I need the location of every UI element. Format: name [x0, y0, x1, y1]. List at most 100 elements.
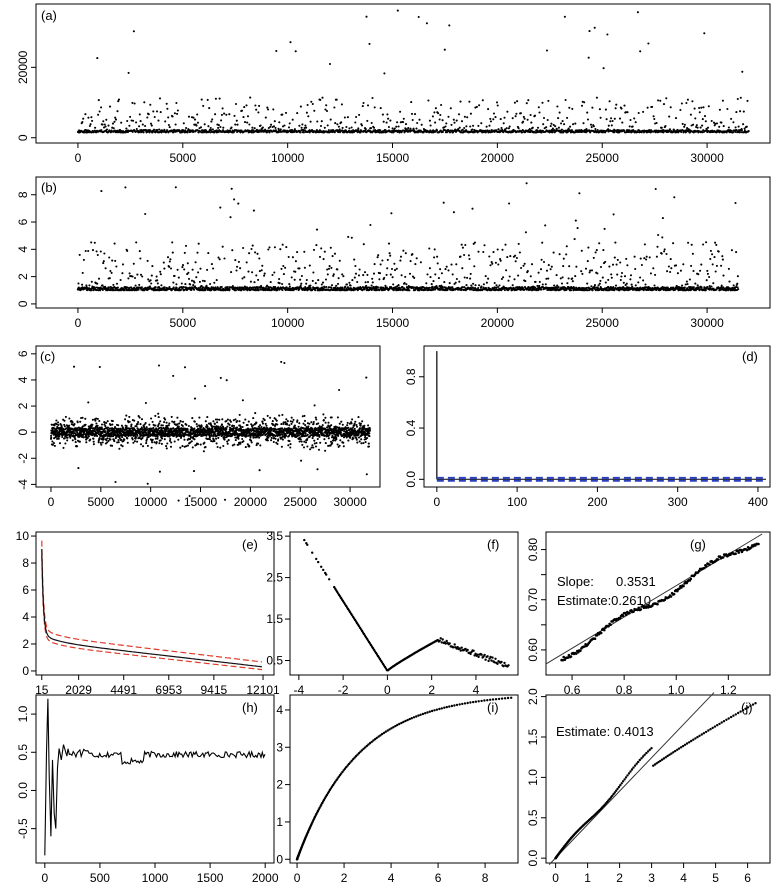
data-point: [634, 121, 637, 124]
data-point: [640, 263, 643, 267]
data-point: [159, 111, 162, 114]
data-point: [713, 256, 716, 259]
data-point: [438, 118, 441, 121]
data-point: [146, 444, 149, 447]
data-point: [459, 100, 462, 103]
data-point: [736, 286, 739, 289]
data-point: [89, 123, 92, 126]
data-point: [489, 264, 492, 267]
data-point: [68, 417, 71, 420]
data-point: [320, 120, 323, 123]
data-point: [333, 252, 337, 255]
data-point: [624, 111, 628, 114]
data-point: [146, 259, 149, 262]
data-point: [415, 257, 418, 260]
data-point: [149, 103, 152, 106]
data-point: [522, 264, 525, 267]
data-point: [434, 107, 437, 110]
data-point: [698, 106, 701, 110]
data-point: [270, 123, 273, 126]
data-point: [428, 267, 431, 270]
data-point: [336, 123, 339, 126]
data-point: [629, 274, 633, 277]
data-point: [159, 270, 162, 273]
data-point: [189, 283, 192, 286]
data-point: [681, 284, 684, 287]
data-point: [706, 126, 710, 129]
data-point: [636, 131, 639, 134]
data-point: [655, 255, 658, 258]
data-point: [366, 119, 369, 122]
data-point: [672, 242, 675, 245]
data-point: [133, 276, 137, 280]
data-point: [341, 129, 344, 132]
data-point: [541, 241, 544, 244]
data-point: [210, 263, 213, 266]
data-point: [118, 447, 121, 450]
data-point: [589, 269, 592, 272]
data-point: [622, 281, 625, 284]
data-point: [732, 284, 735, 287]
data-point: [405, 283, 408, 286]
data-point: [298, 124, 301, 127]
data-point: [254, 251, 257, 254]
data-point: [743, 127, 746, 130]
data-point: [222, 126, 225, 129]
data-point: [626, 111, 629, 114]
data-point: [106, 437, 109, 440]
data-point: [100, 423, 104, 426]
data-point: [102, 436, 105, 439]
data-point: [158, 470, 161, 473]
data-point: [114, 116, 117, 119]
data-point: [187, 277, 191, 280]
data-point: [613, 289, 616, 292]
data-point: [411, 253, 414, 256]
data-point: [328, 62, 332, 66]
data-point: [61, 435, 64, 439]
data-point: [325, 285, 328, 289]
data-point: [191, 268, 194, 271]
data-point: [492, 112, 496, 115]
data-point: [356, 131, 359, 134]
data-point: [315, 228, 319, 231]
data-point: [431, 115, 434, 118]
data-point: [365, 15, 368, 18]
data-point: [154, 286, 157, 289]
data-point: [619, 261, 622, 264]
data-point: [150, 124, 153, 127]
data-point: [152, 427, 155, 430]
data-point: [267, 108, 270, 111]
panel-b-points: [76, 182, 740, 292]
data-point: [259, 288, 262, 291]
y-tick-label: 8: [16, 191, 30, 198]
data-point: [661, 236, 664, 239]
data-point: [267, 126, 270, 130]
data-point: [639, 276, 642, 279]
data-point: [549, 125, 552, 128]
data-point: [246, 115, 250, 118]
data-point: [485, 281, 488, 284]
data-point: [379, 107, 382, 110]
data-point: [478, 284, 481, 287]
data-point: [60, 424, 63, 427]
data-point: [457, 113, 461, 116]
data-point: [180, 282, 183, 285]
data-point: [562, 257, 565, 260]
data-point: [150, 282, 153, 285]
data-point: [82, 258, 85, 261]
data-point: [319, 289, 322, 292]
data-point: [480, 285, 483, 288]
data-point: [477, 250, 480, 253]
data-point: [115, 265, 118, 268]
data-point: [505, 127, 508, 130]
data-point: [715, 122, 719, 125]
data-point: [499, 118, 502, 121]
data-point: [603, 227, 606, 230]
data-point: [736, 97, 739, 101]
data-point: [539, 268, 543, 271]
data-point: [540, 288, 543, 291]
data-point: [706, 272, 709, 275]
data-point: [402, 249, 405, 252]
data-point: [345, 283, 349, 286]
data-point: [234, 289, 237, 292]
